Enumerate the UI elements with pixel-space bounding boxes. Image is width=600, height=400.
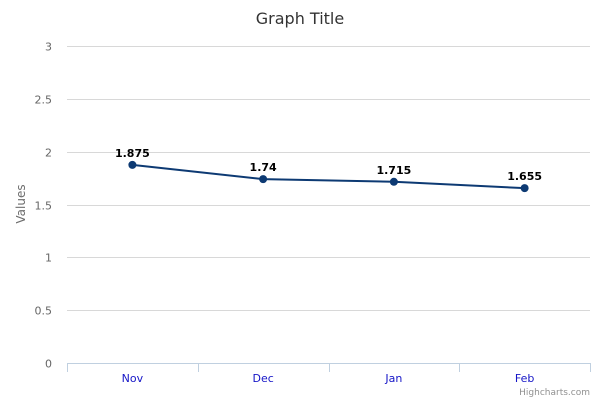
data-label: 1.74	[250, 161, 277, 174]
y-tick-label: 2.5	[35, 94, 53, 107]
data-point[interactable]	[389, 177, 398, 186]
x-tick-label: Nov	[122, 372, 144, 385]
gridlines	[67, 46, 590, 311]
x-axis: Nov Dec Jan Feb	[67, 363, 591, 385]
data-point[interactable]	[520, 184, 529, 193]
y-tick-label: 3	[45, 41, 52, 54]
data-point[interactable]	[128, 160, 137, 169]
y-axis-ticks: 0 0.5 1 1.5 2 2.5 3	[35, 41, 53, 371]
y-tick-label: 0	[45, 358, 52, 371]
data-point[interactable]	[259, 175, 268, 184]
y-tick-label: 1	[45, 252, 52, 265]
x-tick-label: Dec	[252, 372, 273, 385]
chart-title: Graph Title	[256, 9, 344, 28]
x-tick-label: Jan	[384, 372, 402, 385]
data-label: 1.655	[507, 170, 542, 183]
series-line	[132, 163, 525, 190]
data-label: 1.715	[376, 164, 411, 177]
y-tick-label: 0.5	[35, 305, 53, 318]
y-tick-label: 1.5	[35, 200, 53, 213]
y-axis-label: Values	[14, 184, 28, 223]
credits-text[interactable]: Highcharts.com	[519, 388, 590, 398]
x-tick-label: Feb	[515, 372, 534, 385]
y-tick-label: 2	[45, 147, 52, 160]
data-label: 1.875	[115, 147, 150, 160]
series-group: 1.875 1.74 1.715 1.655	[115, 147, 542, 193]
